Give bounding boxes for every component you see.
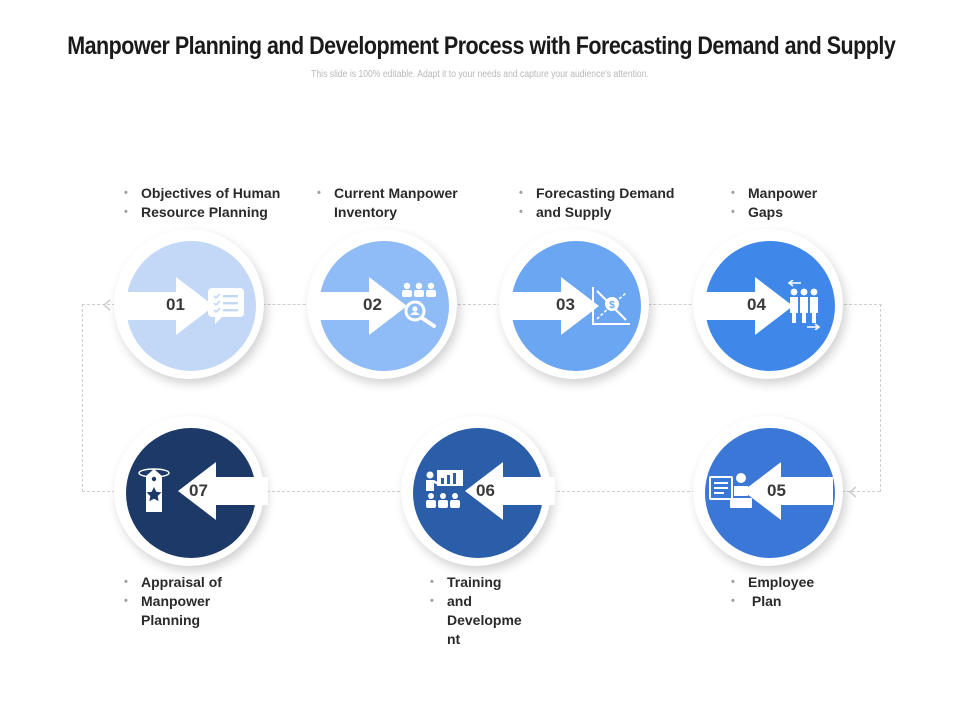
step-03-number: 03 — [556, 295, 575, 314]
step-03-arrow — [509, 277, 599, 335]
step-06-number: 06 — [476, 481, 495, 500]
checklist-icon — [208, 288, 244, 324]
training-presentation-icon — [426, 470, 463, 508]
star-tag-icon — [138, 468, 170, 512]
employee-plan-icon — [709, 473, 752, 508]
step-03: 03 $ — [499, 229, 651, 381]
step-03-label-line: Forecasting Demand — [519, 184, 694, 203]
step-06-label-line: and Developme nt — [430, 592, 524, 649]
step-01-number: 01 — [166, 295, 185, 314]
step-06-label-line: Training — [430, 573, 524, 592]
step-01-label-line: Objectives of Human — [124, 184, 299, 203]
step-06-label: Training and Developme nt — [430, 573, 524, 649]
step-07-label-line: Manpower Planning — [124, 592, 234, 630]
step-06: 06 — [401, 416, 555, 568]
step-07-arrow — [178, 462, 268, 520]
step-04-label-line: Manpower — [731, 184, 851, 203]
step-03-label-line: and Supply — [519, 203, 694, 222]
people-search-icon — [402, 282, 436, 328]
connector-arrowhead-in — [102, 299, 111, 311]
step-06-arrow — [465, 462, 555, 520]
step-02-label-line: Current Manpower Inventory — [317, 184, 467, 222]
step-05-number: 05 — [767, 481, 786, 500]
step-04-label: Manpower Gaps — [731, 184, 851, 222]
step-02-arrow — [317, 277, 407, 335]
step-04-label-line: Gaps — [731, 203, 851, 222]
team-transfer-icon — [787, 280, 821, 330]
step-01-arrow — [124, 277, 214, 335]
connector-top — [82, 304, 882, 305]
step-05-label-line: Plan — [731, 592, 841, 611]
step-01: 01 — [114, 229, 266, 381]
step-07-number: 07 — [189, 481, 208, 500]
step-03-label: Forecasting Demand and Supply — [519, 184, 694, 222]
step-04: 04 — [693, 229, 845, 381]
step-05-label: Employee Plan — [731, 573, 841, 611]
page-subtitle: This slide is 100% editable. Adapt it to… — [311, 69, 649, 80]
step-01-label: Objectives of Human Resource Planning — [124, 184, 299, 222]
step-05: 05 — [693, 416, 845, 568]
step-02: 02 — [307, 229, 459, 381]
step-07-label-line: Appraisal of — [124, 573, 234, 592]
step-04-number: 04 — [747, 295, 766, 314]
page-title: Manpower Planning and Development Proces… — [67, 32, 896, 60]
step-07: 07 — [114, 416, 268, 568]
step-07-label: Appraisal of Manpower Planning — [124, 573, 234, 630]
connector-left — [82, 304, 83, 492]
connector-arrowhead-out — [848, 486, 857, 498]
step-04-arrow — [703, 277, 793, 335]
step-02-label: Current Manpower Inventory — [317, 184, 467, 222]
step-05-arrow — [743, 462, 833, 520]
svg-text:$: $ — [609, 300, 615, 311]
step-01-label-line: Resource Planning — [124, 203, 299, 222]
step-02-number: 02 — [363, 295, 382, 314]
dollar-trend-chart-icon: $ — [592, 287, 630, 325]
step-05-label-line: Employee — [731, 573, 841, 592]
connector-right — [880, 304, 881, 492]
